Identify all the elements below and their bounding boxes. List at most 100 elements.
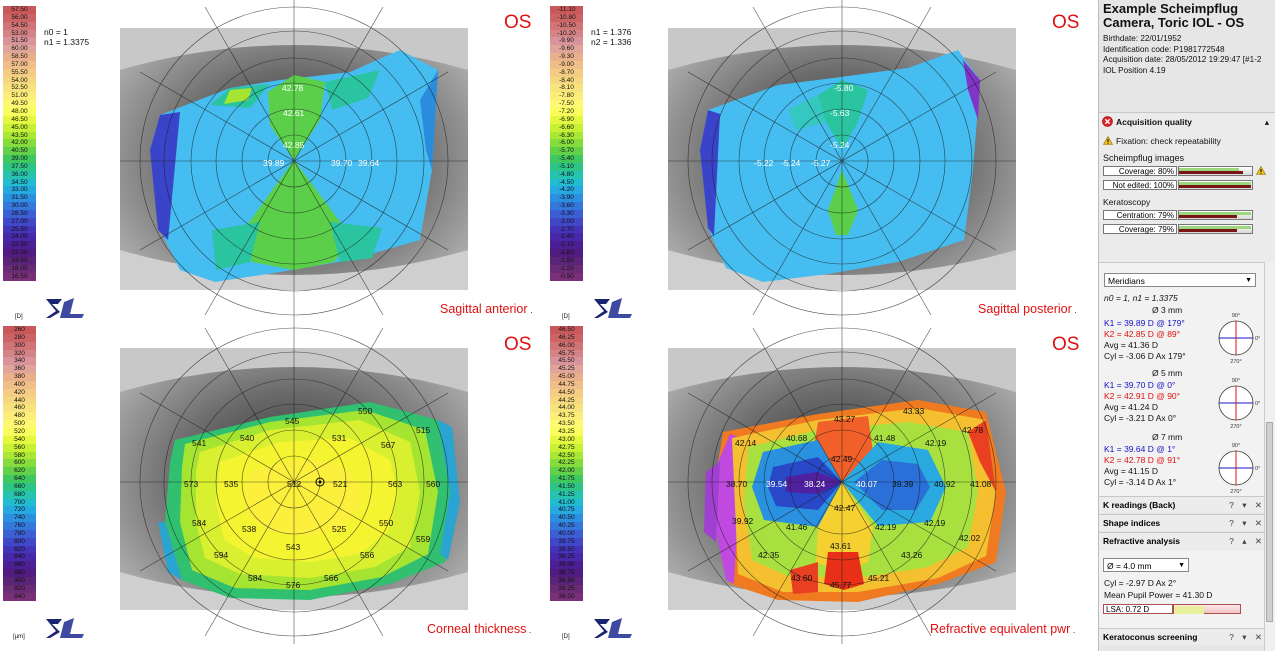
value-label: 43.33 xyxy=(903,406,925,416)
map-name-text: Sagittal posterior xyxy=(978,302,1072,316)
map-name-text: Refractive equivalent pwr xyxy=(930,622,1071,636)
collapse-icon[interactable]: ▴ xyxy=(1264,117,1269,127)
scale-unit-sagittal-anterior: [D] xyxy=(15,314,23,320)
section-controls[interactable]: ? ▴ ✕ xyxy=(1229,536,1265,546)
scale-cell: -8.40 xyxy=(550,76,583,85)
scale-cell: -9.00 xyxy=(550,60,583,69)
scale-cell: 43.50 xyxy=(3,131,36,140)
value-label: 515 xyxy=(416,425,430,435)
scale-cell: 27.00 xyxy=(3,217,36,226)
warning-icon xyxy=(1102,135,1114,147)
scale-cell: 40.25 xyxy=(550,522,583,530)
map-sagittal-anterior[interactable]: 42.78 42.61 42.85 39.89 39.70 39.64 xyxy=(120,0,468,322)
scale-cell: 280 xyxy=(3,333,36,342)
scale-cell: -10.80 xyxy=(550,13,583,22)
scale-cell: -6.00 xyxy=(550,139,583,148)
k-readings-back-header[interactable]: K readings (Back) ? ▾ ✕ xyxy=(1099,496,1269,513)
scale-cell: 840 xyxy=(3,553,36,562)
scale-cell: -4.50 xyxy=(550,178,583,187)
acq-quality-title: Acquisition quality xyxy=(1116,117,1193,127)
scrollbar-thumb[interactable] xyxy=(1266,422,1273,622)
map-name-sagittal-posterior[interactable]: Sagittal posterior . xyxy=(978,302,1077,316)
value-label: -5.80 xyxy=(834,83,854,93)
map-refractive-equivalent[interactable]: 43.33 43.27 42.14 40.68 41.48 42.19 42.7… xyxy=(668,322,1016,644)
section-controls[interactable]: ? ▾ ✕ xyxy=(1229,632,1265,642)
map-sagittal-posterior[interactable]: -5.80 -5.63 -5.24 -5.22 -5.24 -5.27 xyxy=(668,0,1016,322)
scale-cell: 38.00 xyxy=(550,592,583,601)
scale-cell: 780 xyxy=(3,529,36,538)
scale-cell: 41.75 xyxy=(550,475,583,483)
value-label: 573 xyxy=(184,479,198,489)
scale-cell: 24.00 xyxy=(3,233,36,242)
map-name-corneal-thickness[interactable]: Corneal thickness . xyxy=(427,622,532,636)
keratoconus-screening-header[interactable]: Keratoconus screening ? ▾ ✕ xyxy=(1099,628,1269,645)
map-name-refractive-equivalent[interactable]: Refractive equivalent pwr . xyxy=(930,622,1076,636)
refractive-cyl: Cyl = -2.97 D Ax 2° xyxy=(1104,578,1177,588)
value-label: 584 xyxy=(248,573,262,583)
scale-cell: 57.00 xyxy=(3,60,36,69)
s4-logo-icon xyxy=(594,618,632,638)
right-panel: Example Scheimpflug Camera, Toric IOL - … xyxy=(1098,0,1275,651)
scale-cell: -7.20 xyxy=(550,107,583,116)
k1-7mm: K1 = 39.64 D @ 1° xyxy=(1104,444,1176,454)
scale-cell: -2.10 xyxy=(550,241,583,250)
scale-cell: -3.00 xyxy=(550,217,583,226)
meridians-select[interactable]: Meridians ▼ xyxy=(1104,273,1256,287)
scale-cell: 44.00 xyxy=(550,404,583,413)
scale-cell: 41.00 xyxy=(550,498,583,507)
value-label: 39.92 xyxy=(732,516,754,526)
scale-cell: 400 xyxy=(3,380,36,389)
scale-cell: -6.90 xyxy=(550,115,583,124)
section-controls[interactable]: ? ▾ ✕ xyxy=(1229,518,1265,528)
warning-icon xyxy=(1255,165,1267,177)
scale-cell: 38.75 xyxy=(550,569,583,577)
k2-3mm: K2 = 42.85 D @ 89° xyxy=(1104,329,1181,339)
eye-side-label: OS xyxy=(504,334,532,355)
shape-indices-header[interactable]: Shape indices ? ▾ ✕ xyxy=(1099,514,1269,531)
map-name-sagittal-anterior[interactable]: Sagittal anterior . xyxy=(440,302,533,316)
scale-cell: 42.25 xyxy=(550,459,583,468)
value-label: 42.02 xyxy=(959,533,981,543)
s4-logo-icon xyxy=(46,618,84,638)
cyl-3mm: Cyl = -3.06 D Ax 179° xyxy=(1104,351,1186,361)
scale-cell: 42.50 xyxy=(550,451,583,460)
value-label: 512 xyxy=(287,479,301,489)
value-label: 43.26 xyxy=(901,550,923,560)
panel-scrollbar[interactable] xyxy=(1264,262,1275,651)
n-label-1: n1 = 1.3375 xyxy=(44,37,90,47)
scale-cell: 43.50 xyxy=(550,420,583,428)
refractive-index-info: n0 = 1, n1 = 1.3375 xyxy=(1104,293,1178,303)
scale-cell: 420 xyxy=(3,388,36,397)
scale-cell: 45.00 xyxy=(3,123,36,132)
scale-cell: 43.75 xyxy=(550,412,583,421)
scale-cell: -1.80 xyxy=(550,249,583,257)
scale-cell: -2.70 xyxy=(550,225,583,234)
scale-cell: 880 xyxy=(3,569,36,577)
value-label: -5.24 xyxy=(781,158,801,168)
eye-side-label: OS xyxy=(504,12,532,33)
scale-cell: 56.00 xyxy=(3,13,36,22)
scale-cell: 43.00 xyxy=(550,435,583,444)
scale-cell: 51.00 xyxy=(3,92,36,101)
map-corneal-thickness[interactable]: 545 550 541 540 531 567 515 573 535 512 … xyxy=(120,322,468,644)
value-label: 39.89 xyxy=(263,158,285,168)
scale-cell: 45.50 xyxy=(550,357,583,366)
value-label: 40.68 xyxy=(786,433,808,443)
value-label: 43.61 xyxy=(830,541,852,551)
diameter-select[interactable]: Ø = 4.0 mm ▼ xyxy=(1103,558,1189,572)
scale-cell: 33.00 xyxy=(3,186,36,195)
scale-cell: 53.00 xyxy=(3,29,36,38)
scale-cell: 340 xyxy=(3,357,36,366)
value-label: 41.48 xyxy=(874,433,896,443)
polar-diagram-5mm: 90° 270° 0° xyxy=(1218,378,1260,430)
value-label: 42.78 xyxy=(282,83,304,93)
scale-cell: 19.50 xyxy=(3,257,36,265)
section-title: Refractive analysis xyxy=(1103,536,1181,546)
scale-cell: 38.50 xyxy=(550,577,583,585)
value-label: 41.46 xyxy=(786,522,808,532)
identification-code: Identification code: P1981772548 xyxy=(1103,44,1225,54)
refractive-analysis-header[interactable]: Refractive analysis ? ▴ ✕ xyxy=(1099,532,1269,549)
refractive-analysis-body: Ø = 4.0 mm ▼ Cyl = -2.97 D Ax 2° Mean Pup… xyxy=(1099,550,1265,628)
scale-cell: 820 xyxy=(3,545,36,554)
section-controls[interactable]: ? ▾ ✕ xyxy=(1229,500,1265,510)
